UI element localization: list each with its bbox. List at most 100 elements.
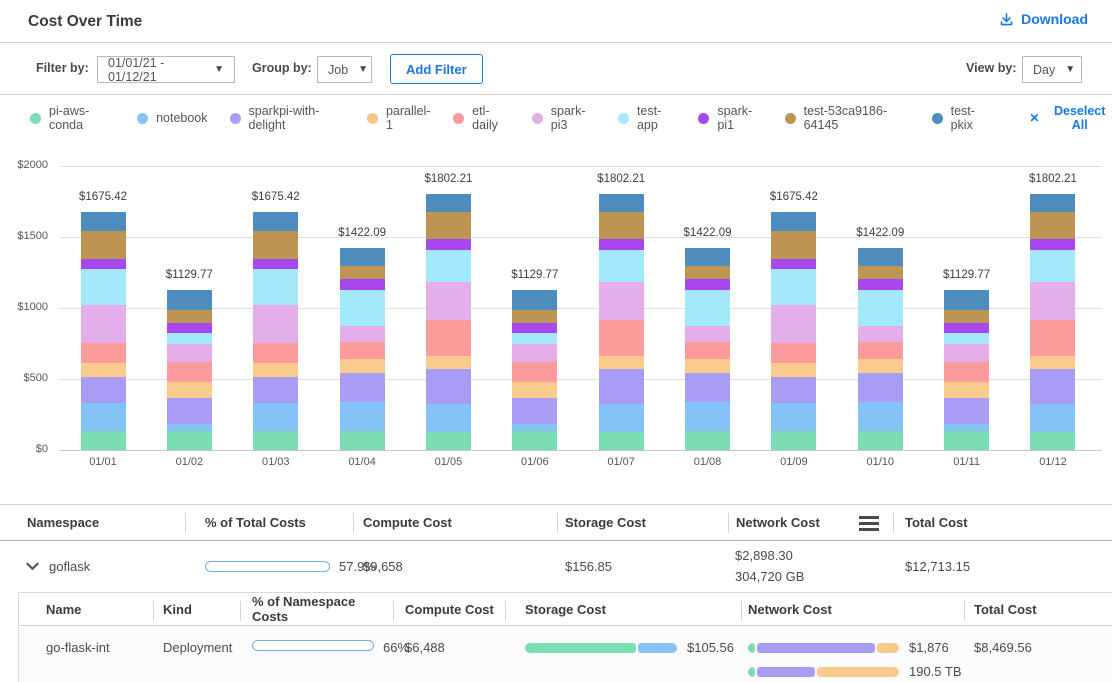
bar-segment-test-53ca9186-64145[interactable] — [253, 230, 299, 260]
bar-segment-parallel-1[interactable] — [598, 356, 644, 369]
view-by-dropdown[interactable]: Day ▼ — [1022, 56, 1082, 83]
namespace-name[interactable]: goflask — [49, 559, 91, 574]
bar-segment-pi-aws-conda[interactable] — [685, 431, 731, 450]
bar-segment-spark-pi1[interactable] — [253, 259, 299, 269]
bar-segment-test-53ca9186-64145[interactable] — [685, 266, 731, 280]
bar-segment-test-53ca9186-64145[interactable] — [339, 266, 385, 280]
bar-segment-spark-pi3[interactable] — [771, 305, 817, 343]
legend-item-pi-aws-conda[interactable]: pi-aws-conda — [30, 104, 115, 132]
legend-item-sparkpi-with-delight[interactable]: sparkpi-with-delight — [229, 104, 345, 132]
legend-item-etl-daily[interactable]: etl-daily — [453, 104, 510, 132]
bar-segment-etl-daily[interactable] — [598, 320, 644, 357]
bar-segment-parallel-1[interactable] — [80, 362, 126, 377]
bar-segment-spark-pi3[interactable] — [598, 282, 644, 321]
bar-segment-test-pkix[interactable] — [771, 212, 817, 231]
bar-segment-spark-pi1[interactable] — [512, 322, 558, 334]
bar-segment-test-pkix[interactable] — [598, 194, 644, 212]
bar-segment-notebook[interactable] — [166, 424, 212, 432]
bar-segment-sparkpi-with-delight[interactable] — [1030, 368, 1076, 404]
bar-stack-01/08[interactable] — [685, 248, 731, 450]
legend-item-notebook[interactable]: notebook — [137, 111, 208, 125]
bar-stack-01/04[interactable] — [339, 248, 385, 450]
bar-segment-etl-daily[interactable] — [857, 342, 903, 359]
bar-segment-spark-pi3[interactable] — [685, 325, 731, 343]
bar-stack-01/01[interactable] — [80, 212, 126, 450]
bar-segment-parallel-1[interactable] — [425, 356, 471, 369]
bar-segment-test-app[interactable] — [253, 268, 299, 306]
bar-segment-notebook[interactable] — [857, 402, 903, 432]
bar-segment-test-53ca9186-64145[interactable] — [598, 211, 644, 239]
bar-segment-pi-aws-conda[interactable] — [253, 430, 299, 450]
bar-segment-notebook[interactable] — [339, 402, 385, 432]
column-header-network-cost[interactable]: Network Cost — [728, 505, 893, 540]
bar-segment-test-53ca9186-64145[interactable] — [80, 230, 126, 260]
bar-segment-test-pkix[interactable] — [1030, 194, 1076, 212]
column-menu-icon[interactable] — [857, 514, 881, 533]
bar-segment-test-pkix[interactable] — [425, 194, 471, 212]
bar-stack-01/06[interactable] — [512, 289, 558, 450]
legend-item-spark-pi3[interactable]: spark-pi3 — [531, 104, 596, 132]
bar-segment-test-app[interactable] — [425, 249, 471, 283]
bar-segment-test-app[interactable] — [1030, 249, 1076, 283]
bar-segment-parallel-1[interactable] — [944, 381, 990, 399]
bar-segment-spark-pi1[interactable] — [944, 322, 990, 334]
bar-segment-sparkpi-with-delight[interactable] — [253, 376, 299, 404]
download-button[interactable]: Download — [999, 11, 1088, 27]
bar-segment-etl-daily[interactable] — [425, 320, 471, 357]
bar-stack-01/12[interactable] — [1030, 194, 1076, 450]
add-filter-button[interactable]: Add Filter — [390, 54, 483, 84]
bar-segment-pi-aws-conda[interactable] — [771, 430, 817, 450]
column-header-kind[interactable]: Kind — [153, 593, 240, 625]
bar-segment-etl-daily[interactable] — [944, 362, 990, 382]
collapse-chevron-icon[interactable] — [26, 562, 39, 571]
bar-stack-01/02[interactable] — [166, 289, 212, 450]
bar-segment-spark-pi1[interactable] — [1030, 238, 1076, 250]
bar-segment-parallel-1[interactable] — [771, 362, 817, 377]
bar-segment-pi-aws-conda[interactable] — [944, 431, 990, 450]
bar-segment-notebook[interactable] — [512, 424, 558, 432]
bar-segment-spark-pi1[interactable] — [425, 238, 471, 250]
column-header-storage-cost[interactable]: Storage Cost — [505, 593, 741, 625]
bar-segment-parallel-1[interactable] — [253, 362, 299, 377]
bar-segment-notebook[interactable] — [944, 424, 990, 432]
bar-segment-etl-daily[interactable] — [771, 342, 817, 363]
bar-segment-spark-pi1[interactable] — [685, 279, 731, 290]
bar-segment-etl-daily[interactable] — [253, 342, 299, 363]
bar-segment-spark-pi3[interactable] — [512, 344, 558, 363]
bar-segment-etl-daily[interactable] — [1030, 320, 1076, 357]
bar-segment-test-pkix[interactable] — [253, 212, 299, 231]
bar-segment-sparkpi-with-delight[interactable] — [425, 368, 471, 404]
legend-item-test-app[interactable]: test-app — [617, 104, 676, 132]
column-header-storage-cost[interactable]: Storage Cost — [557, 505, 728, 540]
bar-segment-test-app[interactable] — [598, 249, 644, 283]
bar-segment-pi-aws-conda[interactable] — [1030, 432, 1076, 450]
bar-stack-01/10[interactable] — [857, 248, 903, 450]
bar-stack-01/03[interactable] — [253, 212, 299, 450]
name-cell[interactable]: go-flask-int — [46, 640, 110, 655]
bar-segment-test-app[interactable] — [944, 333, 990, 345]
legend-item-test-pkix[interactable]: test-pkix — [931, 104, 992, 132]
bar-segment-spark-pi1[interactable] — [857, 279, 903, 290]
column-header-pct-namespace-costs[interactable]: % of Namespace Costs — [240, 593, 393, 625]
bar-segment-test-53ca9186-64145[interactable] — [512, 309, 558, 323]
bar-segment-parallel-1[interactable] — [166, 381, 212, 399]
bar-segment-test-53ca9186-64145[interactable] — [771, 230, 817, 260]
bar-stack-01/05[interactable] — [425, 194, 471, 450]
bar-segment-test-53ca9186-64145[interactable] — [857, 266, 903, 280]
bar-stack-01/09[interactable] — [771, 212, 817, 450]
bar-segment-test-pkix[interactable] — [80, 212, 126, 231]
bar-segment-test-app[interactable] — [771, 268, 817, 306]
date-range-dropdown[interactable]: 01/01/21 - 01/12/21 ▼ — [97, 56, 235, 84]
bar-segment-pi-aws-conda[interactable] — [857, 431, 903, 450]
bar-segment-parallel-1[interactable] — [512, 381, 558, 399]
bar-segment-test-53ca9186-64145[interactable] — [166, 309, 212, 323]
bar-stack-01/07[interactable] — [598, 194, 644, 450]
bar-segment-spark-pi3[interactable] — [425, 282, 471, 321]
bar-segment-test-pkix[interactable] — [166, 289, 212, 310]
bar-segment-test-app[interactable] — [166, 333, 212, 345]
bar-segment-notebook[interactable] — [425, 403, 471, 433]
bar-segment-test-app[interactable] — [339, 289, 385, 326]
bar-segment-test-pkix[interactable] — [685, 248, 731, 267]
legend-item-parallel-1[interactable]: parallel-1 — [366, 104, 431, 132]
bar-segment-notebook[interactable] — [1030, 403, 1076, 433]
